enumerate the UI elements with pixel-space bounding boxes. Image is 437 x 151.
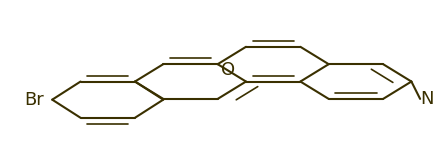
- Text: O: O: [222, 61, 236, 79]
- Text: Br: Br: [24, 91, 44, 109]
- Text: N: N: [420, 90, 434, 108]
